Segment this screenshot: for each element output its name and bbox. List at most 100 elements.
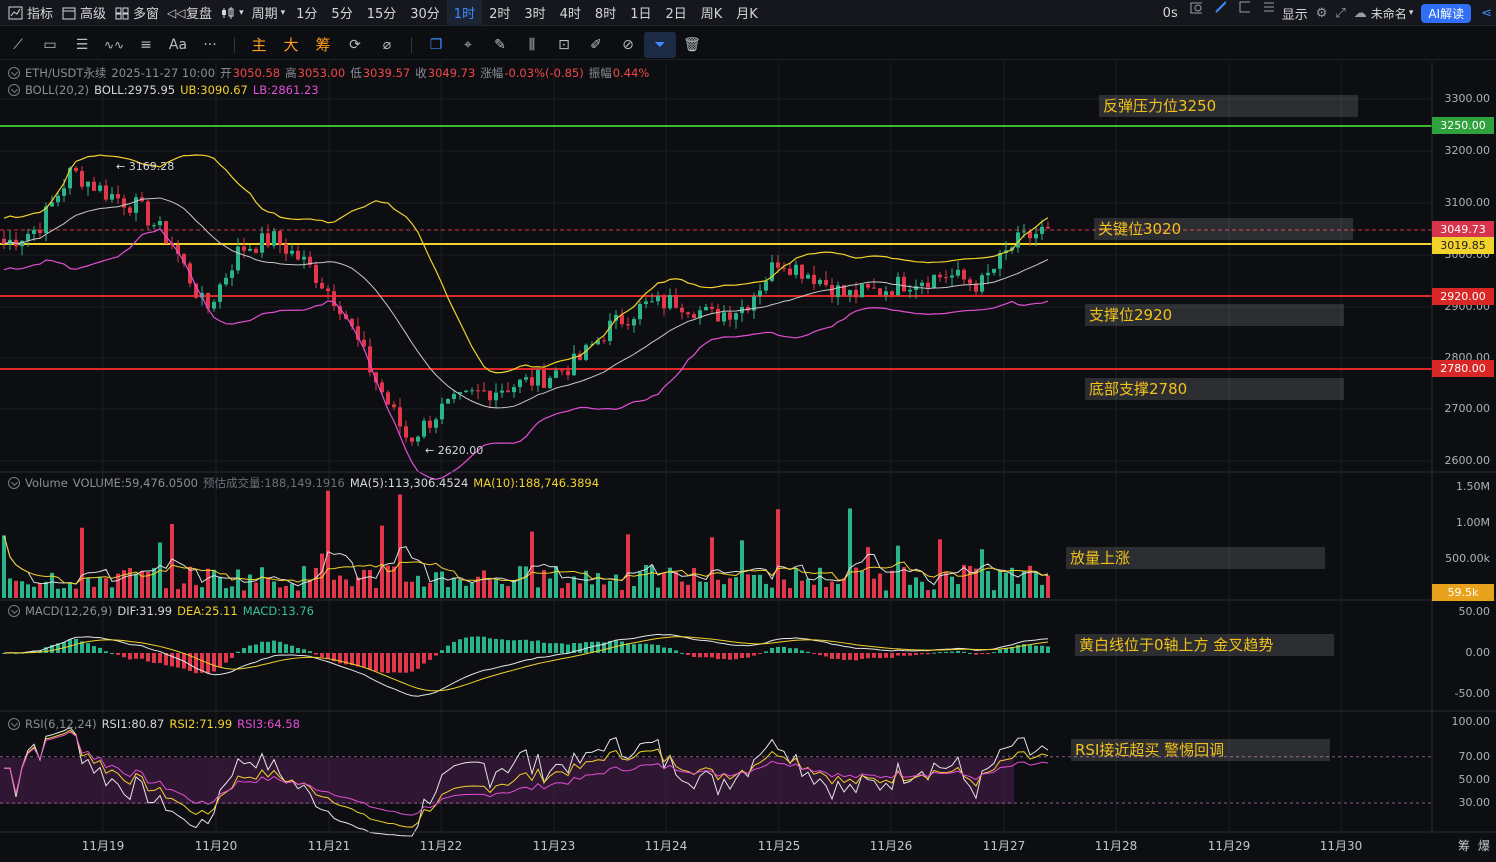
timeframe-tab[interactable]: 15分 [366,7,397,22]
period-dropdown[interactable]: 周期 ▾ [248,0,290,26]
timeframe-tab[interactable]: 30分 [410,7,440,22]
volume-bar [242,590,246,598]
annotation-volume[interactable]: 放量上涨 [1066,547,1325,569]
timeframe-tab[interactable]: 2时 [489,7,511,22]
wave-icon[interactable]: ∿∿ [103,37,125,52]
high-marker-value: 3169.28 [128,160,175,173]
volume-bar [710,537,714,598]
magnet-icon[interactable]: ⌖ [464,36,472,53]
timeframe-tab[interactable]: 周K [700,7,723,22]
settings-gear-icon[interactable]: ⚙ [1315,5,1328,21]
tag-volume: 59.5k [1432,584,1494,601]
lock-icon[interactable]: ⊡ [558,36,570,53]
list-icon[interactable] [1254,0,1278,26]
text-tool[interactable]: Aa [168,36,188,53]
bar-datetime: 2025-11-27 10:00 [111,66,216,80]
timeframe-tab[interactable]: 3时 [524,7,546,22]
parallel-lines-icon[interactable]: ☰ [75,36,89,53]
corner-chip[interactable]: 筹 [1458,839,1471,853]
big-order-button[interactable]: 大 [283,36,299,54]
volume-bar [632,586,636,598]
chart-type-button[interactable]: ▾ [216,0,248,26]
candle-body [752,296,756,311]
filter-icon[interactable]: ⏷ [644,31,676,58]
candle-body [128,207,132,213]
volume-bar [140,571,144,598]
timeframe-tab[interactable]: 8时 [594,7,617,22]
copy-icon[interactable]: ❐ [429,36,443,53]
replay-button[interactable]: ◁◁ 复盘 [163,0,216,26]
boll-label[interactable]: BOLL(20,2) [25,83,90,97]
sync-icon[interactable]: ⟳ [349,36,361,53]
rsi1-value: RSI1:80.87 [101,717,165,731]
macd-bar [1040,645,1044,653]
volume-bar [344,579,348,598]
candle-body [848,289,852,296]
pen-icon[interactable] [1206,0,1230,26]
annotation-key-level[interactable]: 关键位3020 [1094,218,1353,240]
eye-icon[interactable] [8,718,20,730]
more-icon[interactable]: ··· [203,36,217,53]
layout-name[interactable]: 未命名 [1370,6,1407,21]
multi-window-button[interactable]: 多窗 [110,0,163,26]
volume-bar [680,581,684,598]
display-button[interactable]: 显示 [1281,7,1308,23]
trend-line-icon[interactable]: ⟋ [13,36,23,53]
corner-burst[interactable]: 爆 [1478,839,1491,853]
chart-canvas[interactable] [0,62,1496,860]
candle-body [1016,232,1020,248]
volume-bar [182,583,186,598]
annotation-support[interactable]: 支撑位2920 [1085,304,1344,326]
eraser-icon[interactable]: ⌀ [382,36,392,53]
timeframe-tab[interactable]: 5分 [331,7,353,22]
annotation-macd[interactable]: 黄白线位于0轴上方 金叉趋势 [1075,634,1334,656]
annotation-rsi[interactable]: RSI接近超买 警惕回调 [1071,739,1330,761]
eye-icon[interactable] [8,605,20,617]
eye-icon[interactable] [8,84,20,96]
timeframe-tab[interactable]: 1日 [630,7,652,22]
timeframe-tab[interactable]: 1时 [446,0,483,26]
hide-icon[interactable]: ⊘ [622,36,634,53]
macd-label[interactable]: MACD(12,26,9) [25,604,113,618]
candle-body [380,382,384,393]
annotation-bottom-support[interactable]: 底部支撑2780 [1085,378,1344,400]
timeframe-tab[interactable]: 1分 [296,7,318,22]
volume-bar [332,579,336,598]
symbol-name[interactable]: ETH/USDT永续 [25,66,107,80]
time-axis-label: 11月29 [1207,839,1251,853]
indicators-button[interactable]: 指标 [0,0,57,26]
timeframe-tab[interactable]: 2日 [665,7,687,22]
eye-icon[interactable] [8,67,20,79]
fullscreen-small-icon[interactable] [1230,0,1254,26]
candle-body [542,369,546,388]
ai-analysis-button[interactable]: AI解读 [1421,3,1472,23]
bars-icon[interactable]: ⫼ [528,36,536,53]
main-chart-button[interactable]: 主 [251,36,267,54]
brush-icon[interactable]: ✎ [494,36,506,53]
volume-bar [758,574,762,598]
chevron-down-icon[interactable]: ▾ [1408,8,1414,18]
timeframe-tab[interactable]: 月K [736,7,758,22]
expand-icon[interactable]: ⤢ [1335,5,1346,21]
volume-label[interactable]: Volume [25,476,68,490]
fib-icon[interactable]: ≡ [140,36,152,53]
annotation-resistance[interactable]: 反弹压力位3250 [1099,95,1358,117]
candle-body [836,285,840,298]
trash-icon[interactable]: 🗑 [683,36,701,53]
note-icon[interactable]: ✐ [590,36,602,53]
timeframe-tab[interactable]: 4时 [559,7,581,22]
volume-bar [764,583,768,598]
macd-bar [350,653,354,666]
camera-icon[interactable] [1182,0,1206,26]
candle-body [446,399,450,404]
advanced-button[interactable]: 高级 [57,0,110,26]
candle-body [338,306,342,315]
rectangle-icon[interactable]: ▭ [43,36,57,53]
candle-body [770,262,774,281]
rsi-label[interactable]: RSI(6,12,24) [25,717,97,731]
candle-body [404,426,408,438]
chip-button[interactable]: 筹 [315,36,331,54]
eye-icon[interactable] [8,477,20,489]
candle-body [230,270,234,278]
share-icon[interactable]: ⋖ [1481,5,1492,21]
